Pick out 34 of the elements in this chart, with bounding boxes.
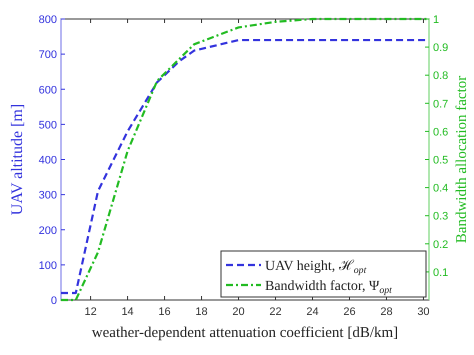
y2-tick-label: 0.5 <box>433 154 448 166</box>
y-tick-label: 600 <box>38 84 57 96</box>
y2-axis-title: Bandwidth allocation factor <box>454 76 470 244</box>
y2-tick-label: 0.1 <box>433 266 448 279</box>
x-tick-label: 26 <box>343 306 356 318</box>
y-axis-title: UAV altitude [m] <box>9 104 26 216</box>
y2-tick-label: 0.9 <box>433 42 448 54</box>
y2-tick-label: 0.8 <box>433 70 448 82</box>
y-tick-label: 500 <box>38 119 57 132</box>
x-tick-label: 16 <box>158 306 171 318</box>
x-tick-label: 22 <box>269 306 282 318</box>
x-tick-label: 20 <box>232 306 245 318</box>
y-tick-label: 800 <box>38 14 57 26</box>
legend-label: Bandwidth factor, Ψ$_{opt}$ <box>265 279 392 296</box>
y2-tick-label: 1 <box>433 14 440 26</box>
y-tick-label: 100 <box>38 260 57 272</box>
y2-tick-label: 0.6 <box>433 126 448 138</box>
x-tick-label: 24 <box>306 306 319 318</box>
x-axis-title: weather-dependent attenuation coefficient [dB/km] <box>92 325 398 341</box>
y-tick-label: 700 <box>38 49 57 62</box>
x-tick-label: 30 <box>417 306 430 318</box>
y2-tick-label: 0.2 <box>433 238 448 251</box>
x-tick-label: 18 <box>195 306 208 318</box>
x-tick-label: 14 <box>121 306 134 318</box>
y-tick-label: 300 <box>38 190 57 202</box>
y-tick-label: 0 <box>50 295 57 307</box>
x-tick-label: 28 <box>380 306 393 318</box>
x-tick-label: 12 <box>84 306 97 318</box>
y2-tick-label: 0.7 <box>433 98 448 110</box>
legend-label: UAV height, ℋ$_{opt}$ <box>265 259 367 276</box>
y2-tick-label: 0.4 <box>433 182 448 195</box>
y-tick-label: 400 <box>38 154 57 166</box>
y2-tick-label: 0.3 <box>433 210 448 223</box>
y-tick-label: 200 <box>38 224 57 237</box>
